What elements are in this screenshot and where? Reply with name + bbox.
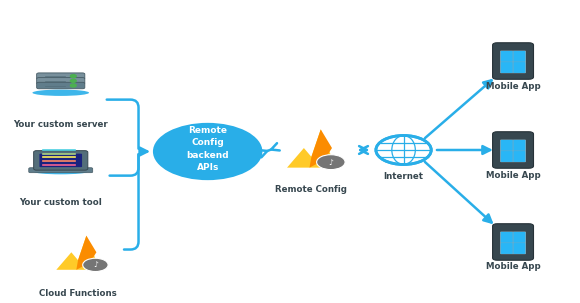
Circle shape (70, 79, 76, 82)
Ellipse shape (34, 169, 88, 174)
FancyBboxPatch shape (501, 243, 513, 254)
FancyBboxPatch shape (492, 43, 534, 79)
FancyBboxPatch shape (501, 140, 513, 151)
FancyBboxPatch shape (513, 51, 525, 62)
Polygon shape (77, 236, 96, 270)
Text: ♪: ♪ (93, 260, 98, 269)
Text: Your custom tool: Your custom tool (19, 198, 102, 207)
Ellipse shape (32, 90, 89, 96)
FancyBboxPatch shape (513, 140, 525, 151)
FancyBboxPatch shape (39, 154, 82, 167)
FancyBboxPatch shape (34, 151, 88, 170)
Circle shape (317, 155, 345, 170)
Polygon shape (287, 129, 336, 168)
FancyBboxPatch shape (37, 82, 85, 89)
FancyBboxPatch shape (501, 232, 513, 243)
FancyBboxPatch shape (37, 78, 85, 84)
FancyBboxPatch shape (513, 232, 525, 243)
Text: Remote
Config
backend
APIs: Remote Config backend APIs (186, 126, 229, 172)
Text: Cloud Functions: Cloud Functions (39, 289, 117, 298)
FancyBboxPatch shape (29, 168, 93, 173)
FancyBboxPatch shape (513, 62, 525, 73)
Text: Remote Config: Remote Config (276, 185, 347, 194)
Text: Mobile App: Mobile App (485, 82, 541, 91)
FancyBboxPatch shape (492, 224, 534, 260)
FancyBboxPatch shape (37, 73, 85, 79)
Circle shape (83, 258, 108, 271)
FancyBboxPatch shape (500, 231, 526, 254)
FancyBboxPatch shape (492, 132, 534, 168)
Text: Your custom server: Your custom server (13, 120, 108, 129)
Text: Mobile App: Mobile App (485, 171, 541, 179)
Text: Internet: Internet (383, 172, 423, 181)
FancyBboxPatch shape (501, 62, 513, 73)
Polygon shape (310, 129, 332, 168)
Circle shape (70, 75, 76, 78)
FancyBboxPatch shape (501, 151, 513, 162)
FancyBboxPatch shape (500, 51, 526, 73)
FancyBboxPatch shape (501, 51, 513, 62)
FancyBboxPatch shape (513, 243, 525, 254)
FancyBboxPatch shape (513, 151, 525, 162)
Circle shape (376, 135, 431, 165)
Text: ♪: ♪ (328, 158, 334, 167)
Circle shape (70, 84, 76, 87)
Circle shape (153, 123, 262, 180)
Polygon shape (56, 236, 100, 270)
FancyBboxPatch shape (500, 140, 526, 162)
Text: Mobile App: Mobile App (485, 262, 541, 271)
